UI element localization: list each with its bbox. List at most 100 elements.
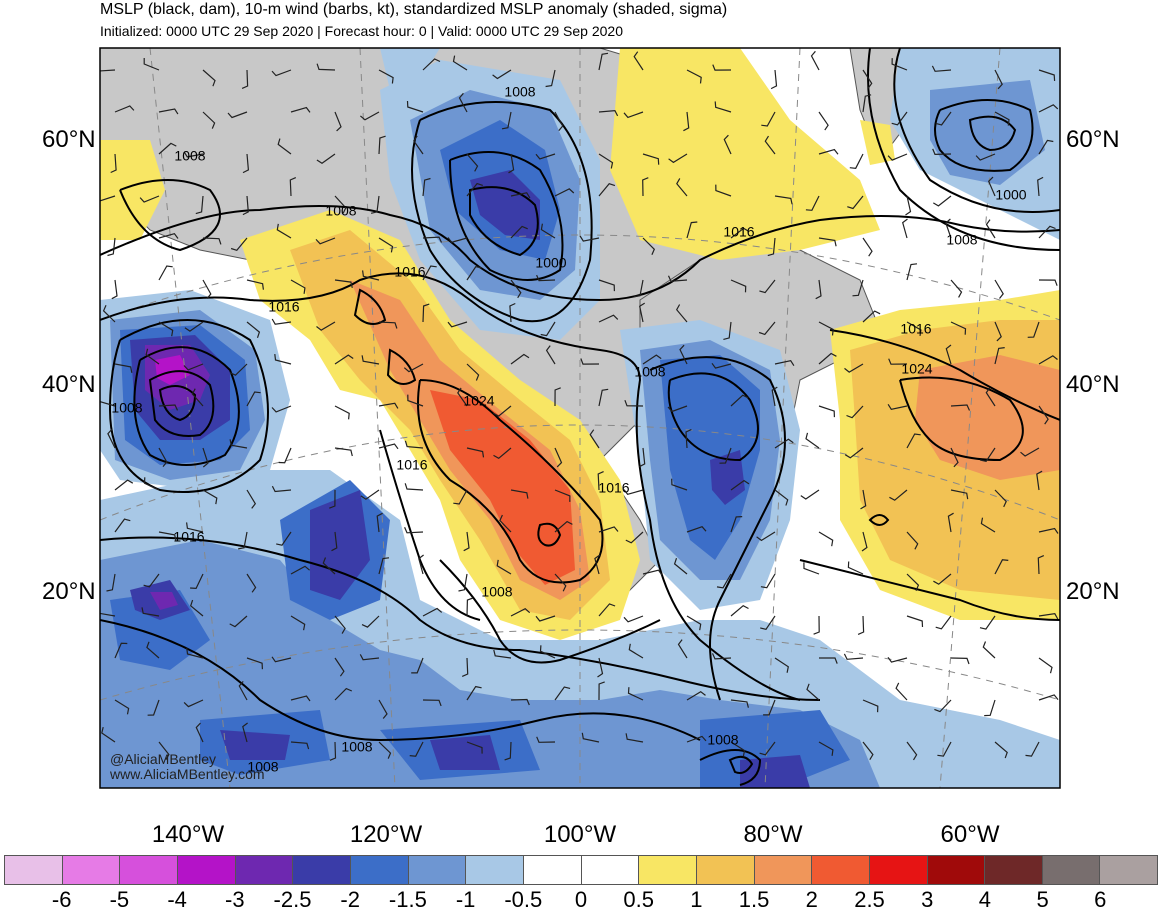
wind-barb [145,348,160,365]
isobar-label: 1000 [995,187,1026,203]
wind-barb [686,221,698,239]
wind-barb [862,69,873,89]
colorbar-swatch [1099,855,1159,885]
wind-barb [378,741,392,759]
wind-barb [805,195,820,211]
wind-barb [331,531,338,552]
lon-label-100w: 100°W [543,821,617,848]
wind-barb [378,69,394,84]
wind-barb [597,657,604,678]
wind-barb [452,55,468,71]
wind-barb [378,135,386,155]
wind-barb [800,489,820,500]
wind-barb [819,657,838,664]
colorbar-swatch [868,855,928,885]
wind-barb [984,699,996,717]
wind-barb [316,153,336,165]
wind-barb [158,142,177,155]
wind-barb [950,489,969,500]
wind-barb [143,573,160,588]
wind-barb [536,736,556,743]
wind-barb [466,685,482,701]
wind-barb [980,517,996,533]
wind-barb [888,358,908,365]
wind-barb [496,559,512,575]
wind-barb [458,573,468,592]
wind-barb [183,151,204,158]
wind-barb [857,615,865,635]
wind-barb [158,108,179,115]
wind-barb [202,237,222,245]
wind-barb [114,642,128,659]
wind-barb [277,138,292,155]
wind-barb [246,489,257,509]
wind-barb [411,657,424,674]
wind-barb [361,615,380,628]
colorbar [4,855,1159,885]
wind-barb [1025,741,1040,757]
wind-barb [540,223,556,239]
wind-barb [238,531,248,550]
isobars [100,48,1060,786]
wind-barb [1038,69,1056,81]
wind-barb [457,387,468,407]
wind-barb [274,354,292,365]
wind-barb [679,344,688,365]
wind-barb [229,363,248,376]
colorbar-tick-label: 2.5 [854,887,885,912]
wind-barb [598,314,619,323]
wind-barb [947,512,954,533]
wind-barb [980,447,996,462]
colorbar-swatch [292,855,351,885]
wind-barb [642,354,662,365]
wind-barb [906,321,922,336]
wind-barb [758,321,776,336]
isobar-label: 1008 [174,148,205,164]
wind-barb [675,304,688,323]
wind-barb [290,695,311,702]
wind-barb [803,562,820,575]
wind-barb [774,657,789,673]
wind-barb [322,557,336,575]
wind-barb [716,573,732,589]
wind-barb [554,489,571,502]
wind-barb [554,447,563,468]
wind-barb [1020,447,1040,457]
wind-barb [844,447,864,459]
wind-barb [818,321,834,336]
wind-barb [158,321,174,337]
wind-barb [510,279,522,299]
colorbar-tick-label: 6 [1094,887,1107,912]
wind-barb [315,237,336,245]
colorbar-tick-label: 4 [978,887,992,912]
isobar-label: 1008 [634,364,665,380]
wind-barb [730,699,749,708]
wind-barb [579,235,600,242]
wind-barb [510,225,528,239]
wind-barb [404,527,424,534]
wind-barb [847,561,864,575]
wind-barb [378,699,388,719]
colorbar-tick-label: 0.5 [623,887,654,912]
wind-barb [191,388,204,407]
wind-barb [671,478,688,491]
wind-barb [114,105,135,113]
colorbar-swatch [176,855,236,885]
wind-barb [627,687,644,701]
wind-barb [642,177,649,197]
wind-barb [334,279,353,289]
wind-barb [847,195,864,210]
wind-barb [378,402,399,409]
wind-barb [774,360,795,367]
wind-barb [723,134,732,155]
lon-label-80w: 80°W [743,821,803,848]
wind-barb [510,192,531,199]
wind-barb [767,237,776,257]
wind-barb [887,153,908,161]
wind-barb [950,321,967,335]
wind-barb [676,178,688,197]
colorbar-tick-label: -1 [455,887,476,912]
wind-barb [711,362,732,369]
wind-barb [935,615,952,630]
